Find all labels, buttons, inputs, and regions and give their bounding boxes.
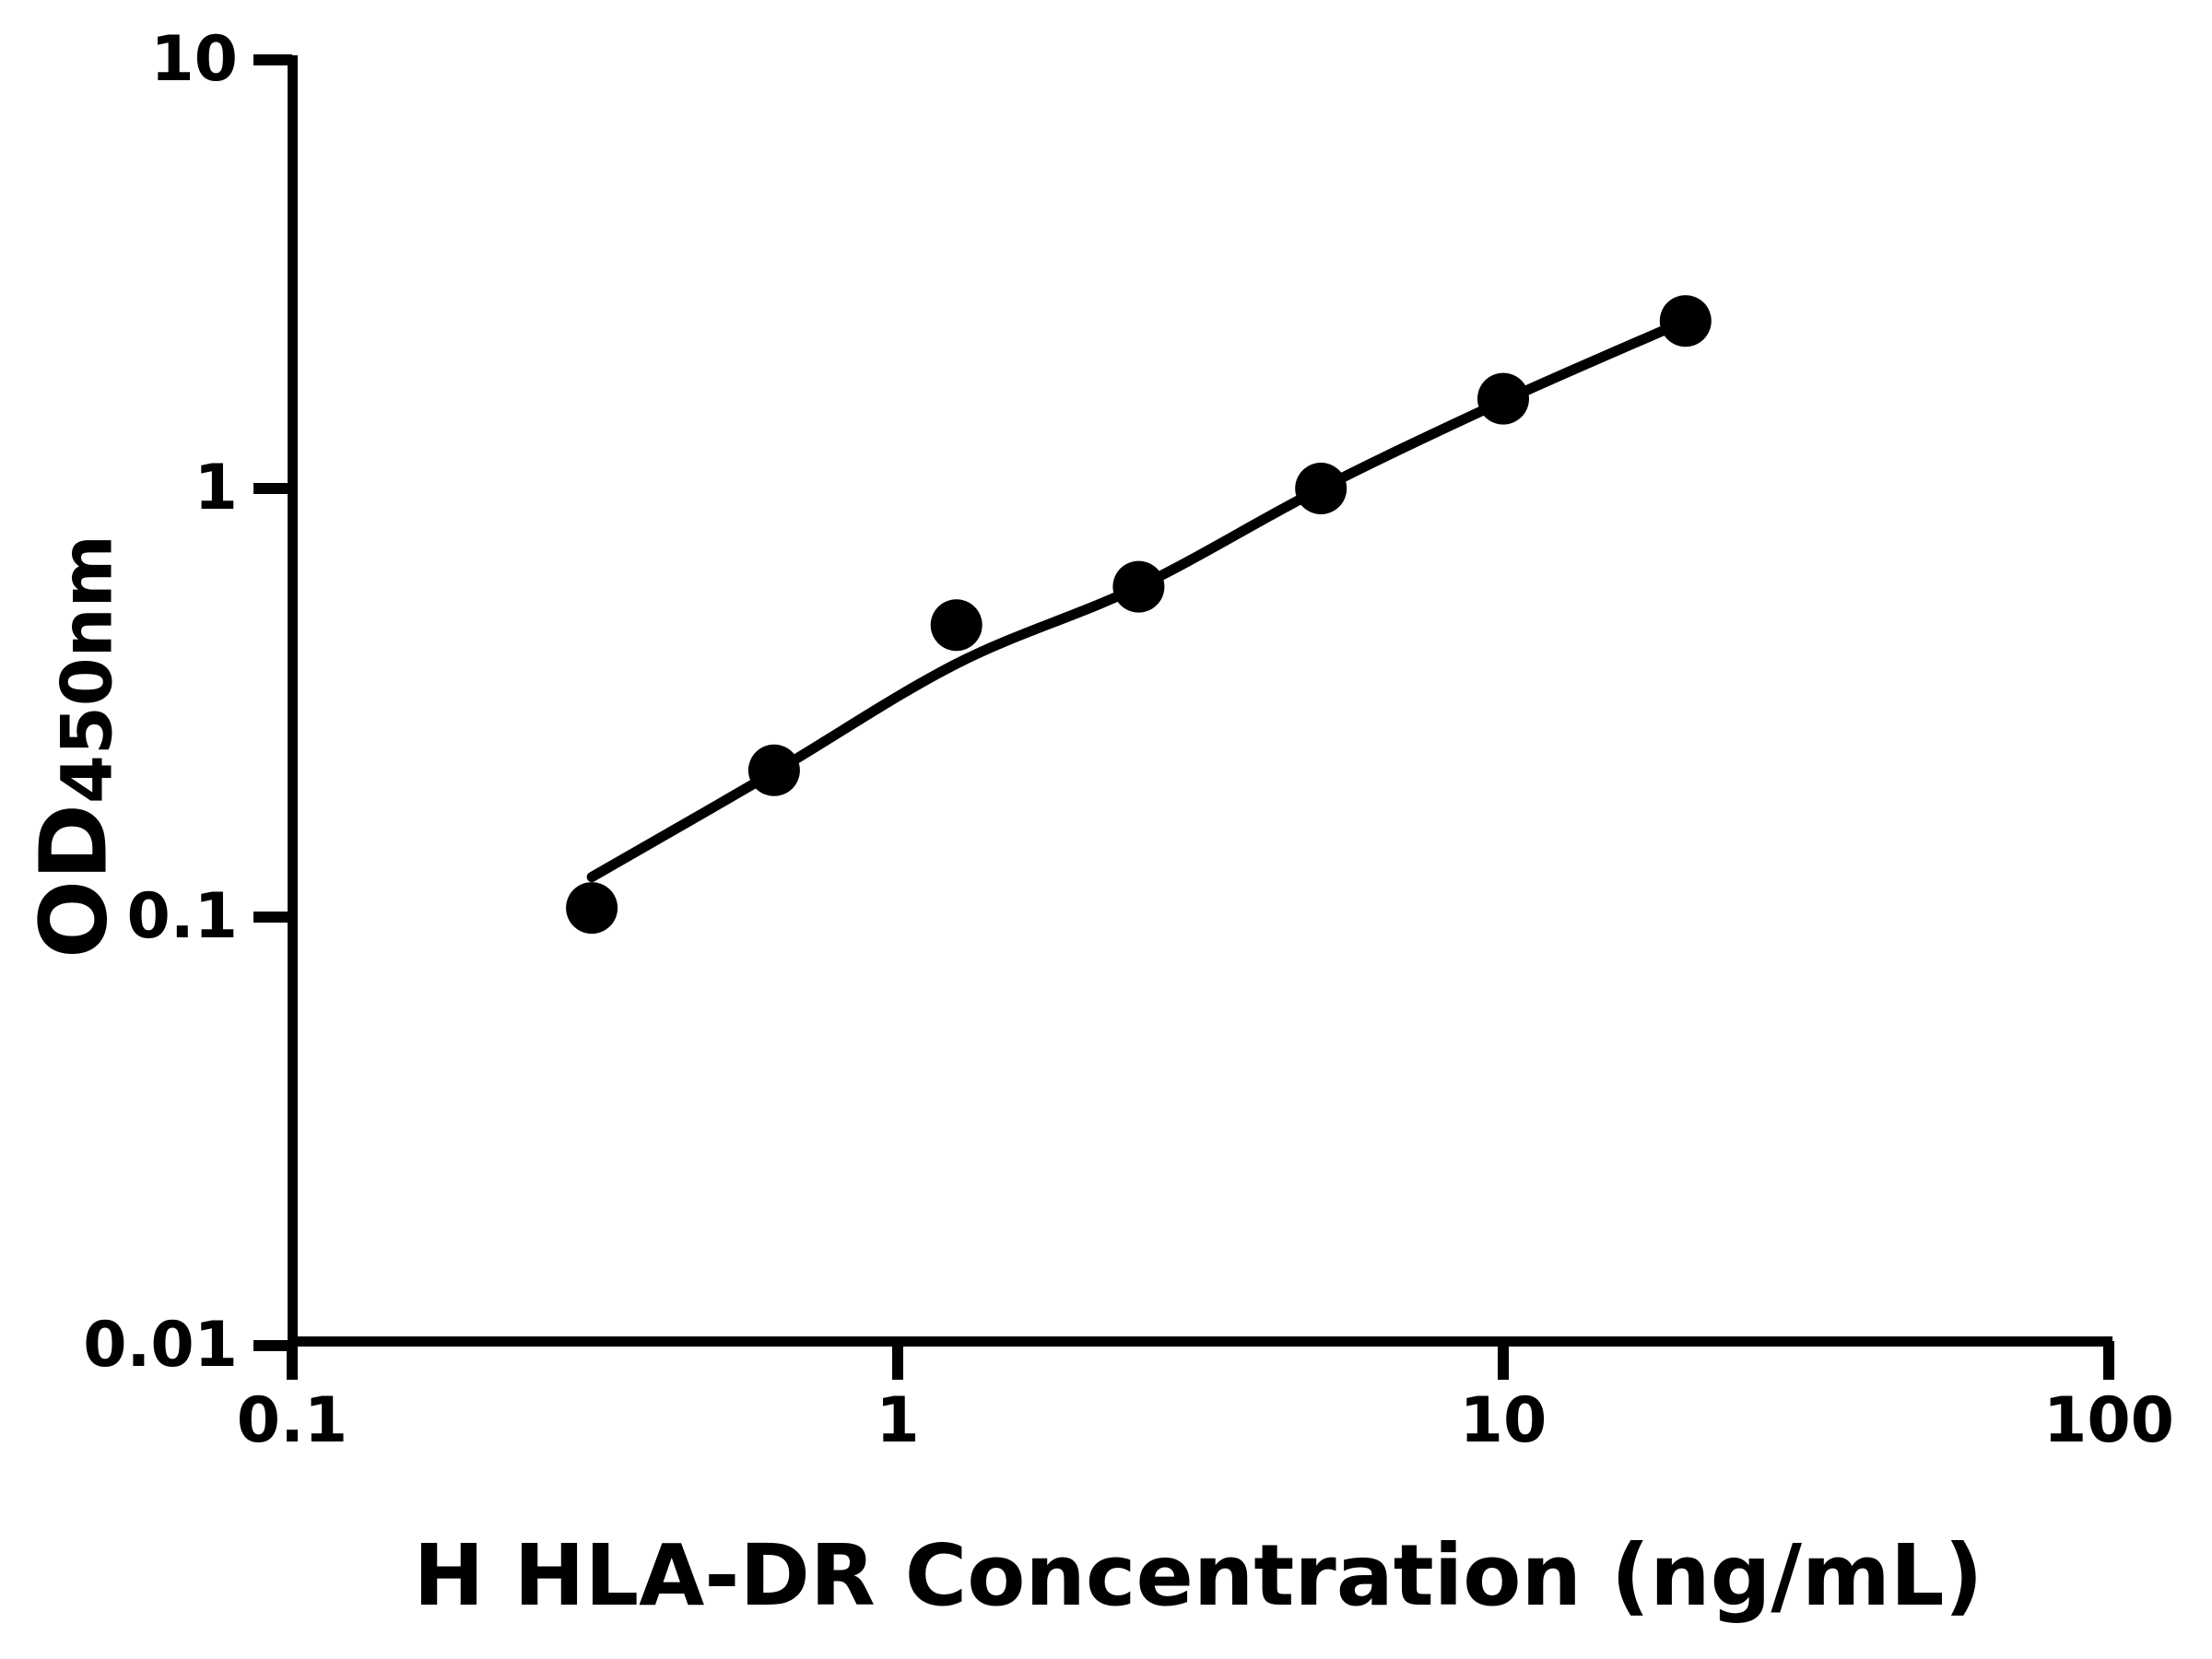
x-axis-title: H HLA-DR Concentration (ng/mL) — [413, 1526, 1983, 1625]
y-tick-label-0.1: 0.1 — [126, 880, 238, 953]
x-tick-label-10: 10 — [1459, 1384, 1547, 1457]
x-axis-tick-100 — [2103, 1341, 2114, 1380]
y-tick-label-0.01: 0.01 — [83, 1309, 238, 1382]
x-axis-tick-0.1 — [287, 1341, 298, 1380]
data-point-1 — [747, 744, 800, 796]
y-axis-tick-0.1 — [253, 912, 292, 923]
data-point-2 — [930, 599, 982, 652]
data-point-6 — [1659, 295, 1712, 347]
y-axis-tick-0.01 — [253, 1340, 292, 1351]
y-axis-tick-10 — [253, 54, 292, 65]
data-point-4 — [1295, 463, 1347, 514]
y-axis-title: OD450nm — [20, 535, 128, 959]
x-tick-label-0.1: 0.1 — [236, 1384, 348, 1457]
y-tick-label-10: 10 — [150, 23, 238, 96]
data-point-5 — [1477, 372, 1529, 425]
y-axis-title-main: OD — [19, 803, 128, 959]
x-tick-label-100: 100 — [2043, 1384, 2174, 1457]
data-point-0 — [566, 882, 618, 935]
x-tick-label-1: 1 — [876, 1384, 920, 1457]
data-point-3 — [1112, 560, 1165, 613]
y-tick-label-1: 1 — [194, 452, 238, 524]
y-axis-title-sub: 450nm — [45, 535, 128, 804]
x-axis-tick-10 — [1498, 1341, 1509, 1380]
y-axis-tick-1 — [253, 483, 292, 494]
x-axis-line — [288, 1336, 2112, 1347]
x-axis-tick-1 — [892, 1341, 903, 1380]
y-axis-line — [288, 55, 298, 1380]
